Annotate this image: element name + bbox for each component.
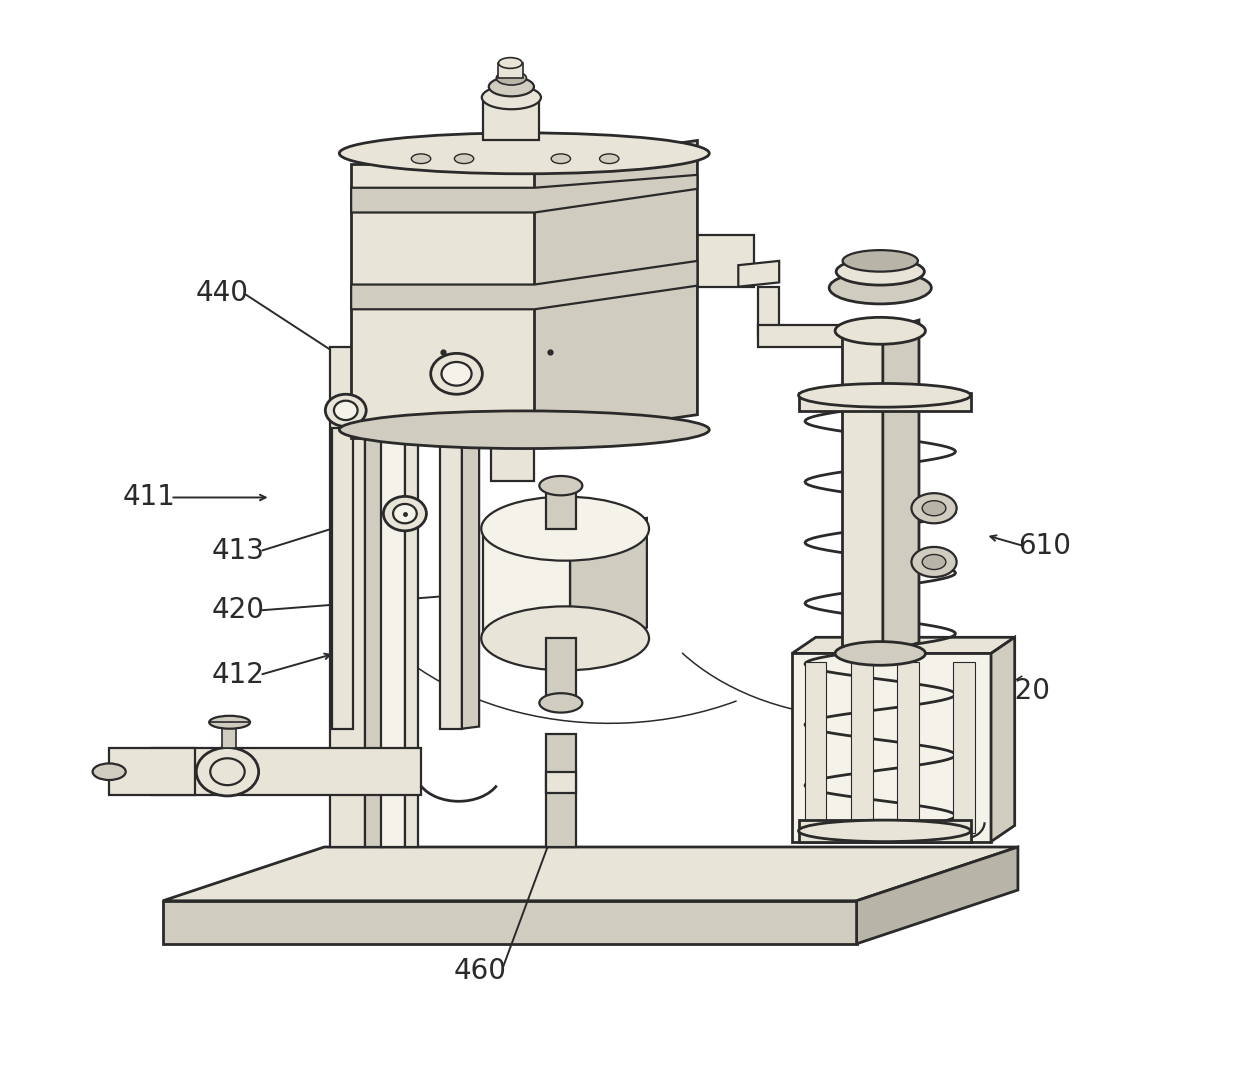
Polygon shape bbox=[405, 347, 418, 848]
Ellipse shape bbox=[383, 496, 427, 531]
Polygon shape bbox=[570, 518, 647, 639]
Ellipse shape bbox=[799, 384, 971, 408]
Ellipse shape bbox=[496, 71, 527, 85]
Text: 411: 411 bbox=[123, 483, 175, 511]
Polygon shape bbox=[546, 772, 575, 793]
Ellipse shape bbox=[93, 763, 125, 780]
Text: 460: 460 bbox=[454, 957, 507, 985]
Polygon shape bbox=[546, 734, 575, 848]
Ellipse shape bbox=[923, 555, 946, 570]
Polygon shape bbox=[799, 393, 971, 412]
Polygon shape bbox=[534, 141, 697, 438]
Text: 413: 413 bbox=[212, 537, 264, 565]
Ellipse shape bbox=[835, 318, 925, 344]
Polygon shape bbox=[365, 347, 383, 848]
Polygon shape bbox=[222, 726, 236, 748]
Ellipse shape bbox=[551, 154, 570, 163]
Polygon shape bbox=[346, 399, 418, 423]
Polygon shape bbox=[842, 331, 883, 653]
Ellipse shape bbox=[836, 258, 924, 285]
Ellipse shape bbox=[830, 271, 931, 304]
Polygon shape bbox=[491, 443, 534, 481]
Ellipse shape bbox=[481, 606, 649, 670]
Ellipse shape bbox=[196, 748, 259, 796]
Polygon shape bbox=[792, 638, 1014, 653]
Ellipse shape bbox=[600, 154, 619, 163]
Polygon shape bbox=[484, 97, 539, 141]
Polygon shape bbox=[546, 485, 575, 529]
Polygon shape bbox=[857, 848, 1018, 944]
Polygon shape bbox=[758, 325, 846, 347]
Ellipse shape bbox=[412, 154, 430, 163]
Polygon shape bbox=[330, 347, 365, 848]
Polygon shape bbox=[991, 638, 1014, 842]
Polygon shape bbox=[418, 348, 454, 400]
Ellipse shape bbox=[441, 362, 471, 386]
Ellipse shape bbox=[340, 411, 709, 449]
Polygon shape bbox=[883, 320, 919, 653]
Polygon shape bbox=[162, 848, 1018, 900]
Text: 420: 420 bbox=[212, 597, 264, 625]
Polygon shape bbox=[332, 428, 353, 729]
Polygon shape bbox=[954, 662, 975, 833]
Polygon shape bbox=[546, 639, 575, 703]
Ellipse shape bbox=[498, 57, 522, 68]
Polygon shape bbox=[792, 653, 991, 842]
Polygon shape bbox=[805, 662, 827, 833]
Polygon shape bbox=[153, 748, 422, 796]
Ellipse shape bbox=[799, 820, 971, 842]
Polygon shape bbox=[738, 261, 779, 286]
Polygon shape bbox=[109, 748, 195, 796]
Ellipse shape bbox=[482, 85, 541, 109]
Ellipse shape bbox=[489, 77, 534, 96]
Ellipse shape bbox=[210, 716, 250, 729]
Ellipse shape bbox=[325, 395, 366, 427]
Text: 440: 440 bbox=[196, 279, 248, 307]
Polygon shape bbox=[799, 820, 971, 842]
Text: 450: 450 bbox=[615, 156, 668, 184]
Polygon shape bbox=[697, 235, 754, 286]
Polygon shape bbox=[381, 347, 405, 848]
Ellipse shape bbox=[334, 401, 357, 421]
Polygon shape bbox=[484, 529, 570, 639]
Text: 412: 412 bbox=[212, 660, 264, 689]
Text: 610: 610 bbox=[1018, 532, 1071, 560]
Ellipse shape bbox=[454, 154, 474, 163]
Polygon shape bbox=[162, 900, 857, 944]
Polygon shape bbox=[351, 261, 697, 309]
Ellipse shape bbox=[539, 476, 583, 495]
Polygon shape bbox=[898, 662, 919, 833]
Polygon shape bbox=[851, 662, 873, 833]
Polygon shape bbox=[758, 286, 779, 336]
Polygon shape bbox=[463, 395, 479, 729]
Ellipse shape bbox=[911, 547, 956, 577]
Polygon shape bbox=[351, 164, 534, 438]
Polygon shape bbox=[351, 175, 697, 213]
Ellipse shape bbox=[539, 693, 583, 712]
Ellipse shape bbox=[340, 133, 709, 174]
Ellipse shape bbox=[393, 504, 417, 523]
Polygon shape bbox=[440, 400, 463, 729]
Ellipse shape bbox=[481, 496, 649, 561]
Ellipse shape bbox=[923, 501, 946, 516]
Text: 620: 620 bbox=[997, 677, 1050, 705]
Ellipse shape bbox=[430, 353, 482, 395]
Ellipse shape bbox=[843, 250, 918, 271]
Polygon shape bbox=[498, 63, 523, 78]
Ellipse shape bbox=[911, 493, 956, 523]
Ellipse shape bbox=[211, 758, 244, 785]
Ellipse shape bbox=[835, 642, 925, 665]
